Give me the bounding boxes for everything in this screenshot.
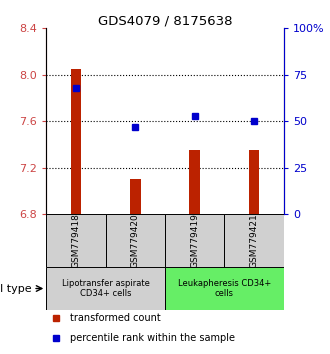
Bar bbox=[189, 150, 200, 214]
Text: GSM779421: GSM779421 bbox=[249, 213, 259, 268]
Bar bbox=[71, 69, 81, 214]
Text: percentile rank within the sample: percentile rank within the sample bbox=[70, 333, 235, 343]
Bar bbox=[106, 214, 165, 267]
Bar bbox=[165, 267, 284, 310]
Bar bbox=[46, 214, 106, 267]
Text: cell type: cell type bbox=[0, 284, 32, 293]
Bar bbox=[224, 214, 284, 267]
Bar bbox=[249, 150, 259, 214]
Text: GSM779420: GSM779420 bbox=[131, 213, 140, 268]
Text: GSM779419: GSM779419 bbox=[190, 213, 199, 268]
Text: GSM779418: GSM779418 bbox=[71, 213, 81, 268]
Bar bbox=[165, 214, 224, 267]
Text: Lipotransfer aspirate
CD34+ cells: Lipotransfer aspirate CD34+ cells bbox=[62, 279, 149, 298]
Bar bbox=[130, 179, 141, 214]
Text: Leukapheresis CD34+
cells: Leukapheresis CD34+ cells bbox=[178, 279, 271, 298]
Title: GDS4079 / 8175638: GDS4079 / 8175638 bbox=[98, 14, 232, 27]
Text: transformed count: transformed count bbox=[70, 313, 161, 323]
Bar bbox=[46, 267, 165, 310]
